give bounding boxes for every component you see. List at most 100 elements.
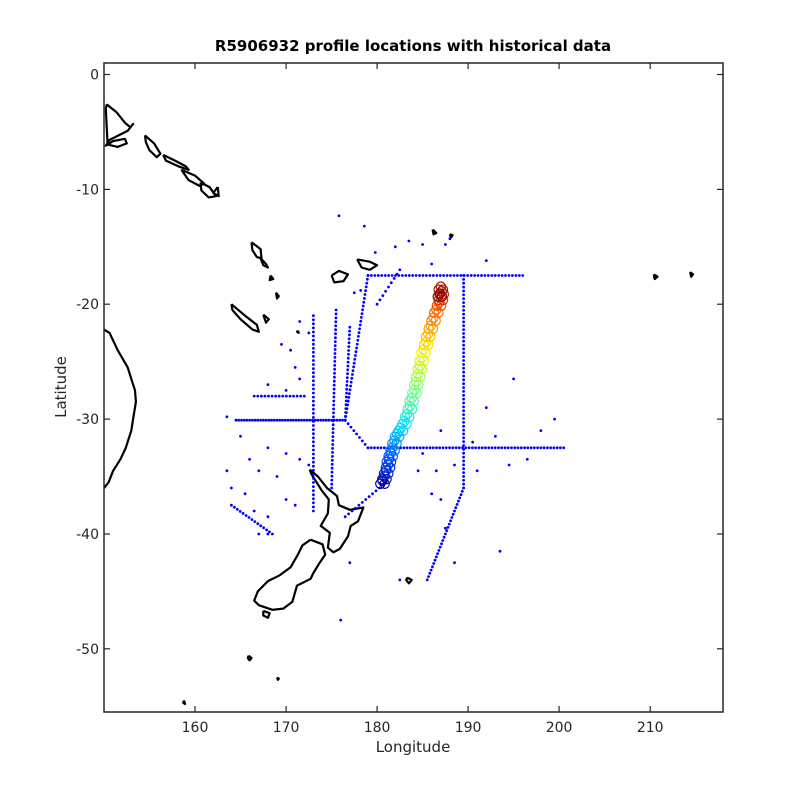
historical-point-301 xyxy=(332,387,336,391)
historical-point-174 xyxy=(356,338,360,342)
historical-point-330 xyxy=(312,326,315,330)
historical-point-177 xyxy=(354,350,358,354)
historical-point-270 xyxy=(438,545,442,549)
historical-point-127 xyxy=(421,274,425,277)
historical-point-341 xyxy=(312,371,315,375)
historical-point-81 xyxy=(467,446,471,450)
historical-point-400 xyxy=(348,325,352,329)
historical-point-184 xyxy=(350,376,354,380)
profile-point-15-0 xyxy=(408,379,420,391)
historical-point-313 xyxy=(331,435,335,438)
historical-point-422 xyxy=(274,394,278,398)
coastline-6 xyxy=(250,241,263,260)
profile-point-5-0 xyxy=(383,451,394,462)
historical-point-68 xyxy=(425,446,429,450)
historical-point-150 xyxy=(500,274,504,277)
historical-point-365 xyxy=(312,468,315,472)
profile-track-layer xyxy=(375,281,450,489)
historical-point-157 xyxy=(366,274,370,277)
plot-area xyxy=(104,63,723,712)
historical-point-345 xyxy=(312,387,315,391)
historical-point-439 xyxy=(398,268,402,272)
profile-point-8-1 xyxy=(391,428,403,439)
profile-point-7-0 xyxy=(387,438,398,449)
historical-point-280 xyxy=(425,578,429,582)
historical-point-31 xyxy=(319,418,323,422)
historical-point-487 xyxy=(257,469,261,473)
historical-point-55 xyxy=(382,446,386,450)
x-tick-label-210: 210 xyxy=(637,720,664,736)
historical-point-93 xyxy=(506,446,510,450)
historical-point-254 xyxy=(459,493,463,496)
historical-point-320 xyxy=(330,462,334,466)
historical-point-460 xyxy=(448,237,452,241)
historical-point-15 xyxy=(275,418,279,422)
historical-point-428 xyxy=(295,394,299,398)
profile-point-3-0 xyxy=(380,462,391,473)
historical-point-222 xyxy=(462,374,465,378)
historical-point-372 xyxy=(312,497,315,501)
historical-point-0 xyxy=(234,418,238,422)
coastline-15 xyxy=(253,538,327,611)
historical-point-504 xyxy=(439,429,443,432)
historical-point-114 xyxy=(376,274,380,277)
historical-point-463 xyxy=(352,291,356,295)
historical-point-338 xyxy=(312,359,315,362)
historical-point-43 xyxy=(349,425,353,429)
coastline-4 xyxy=(199,181,218,199)
historical-point-388 xyxy=(346,372,349,376)
historical-point-67 xyxy=(422,446,425,450)
historical-point-34 xyxy=(327,418,331,422)
historical-point-90 xyxy=(497,446,500,450)
historical-point-256 xyxy=(457,499,460,503)
historical-point-316 xyxy=(331,447,334,450)
coastline-0 xyxy=(104,103,135,148)
historical-point-183 xyxy=(351,373,354,376)
historical-point-142 xyxy=(473,274,476,277)
historical-point-391 xyxy=(346,360,350,364)
historical-point-387 xyxy=(345,376,349,379)
historical-point-390 xyxy=(346,364,350,368)
historical-point-294 xyxy=(333,360,337,363)
historical-point-476 xyxy=(266,446,270,450)
historical-point-437 xyxy=(392,277,396,280)
historical-point-398 xyxy=(348,333,351,337)
historical-point-73 xyxy=(441,446,445,450)
historical-point-75 xyxy=(448,446,451,450)
historical-point-421 xyxy=(270,394,274,398)
historical-point-146 xyxy=(486,274,490,277)
coastline-19 xyxy=(182,700,187,706)
historical-point-499 xyxy=(416,469,420,473)
historical-point-30 xyxy=(316,418,320,422)
historical-point-382 xyxy=(345,395,348,399)
historical-point-425 xyxy=(285,394,288,398)
historical-point-304 xyxy=(332,399,336,403)
y-tick-label--20: -20 xyxy=(76,297,99,313)
historical-point-305 xyxy=(332,403,336,407)
historical-point-108 xyxy=(555,446,559,450)
historical-point-129 xyxy=(428,274,432,277)
historical-point-300 xyxy=(332,383,336,387)
historical-point-160 xyxy=(364,285,368,289)
historical-point-466 xyxy=(539,429,543,432)
historical-point-383 xyxy=(345,391,348,395)
historical-point-98 xyxy=(523,446,526,450)
coastline-10 xyxy=(262,313,270,324)
x-tick-label-180: 180 xyxy=(364,720,391,736)
historical-point-228 xyxy=(462,397,465,401)
historical-point-399 xyxy=(348,329,351,333)
historical-point-214 xyxy=(462,343,465,347)
historical-point-469 xyxy=(498,549,502,553)
historical-point-413 xyxy=(265,528,268,532)
historical-point-197 xyxy=(462,278,465,281)
historical-point-113 xyxy=(373,274,377,277)
historical-point-483 xyxy=(266,515,270,519)
historical-point-167 xyxy=(360,312,364,315)
historical-point-188 xyxy=(348,392,351,395)
historical-point-420 xyxy=(267,394,270,398)
historical-point-395 xyxy=(347,345,351,348)
historical-point-6 xyxy=(251,418,254,422)
historical-point-112 xyxy=(370,274,373,277)
historical-point-364 xyxy=(312,464,315,468)
